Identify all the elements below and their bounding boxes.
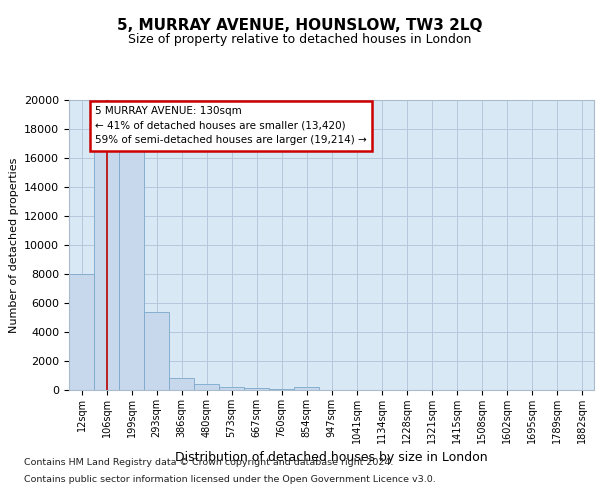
Bar xyxy=(144,312,169,390)
X-axis label: Distribution of detached houses by size in London: Distribution of detached houses by size … xyxy=(175,452,488,464)
Text: 5 MURRAY AVENUE: 130sqm
← 41% of detached houses are smaller (13,420)
59% of sem: 5 MURRAY AVENUE: 130sqm ← 41% of detache… xyxy=(95,106,367,146)
Bar xyxy=(194,384,219,390)
Bar xyxy=(69,274,94,390)
Text: Size of property relative to detached houses in London: Size of property relative to detached ho… xyxy=(128,32,472,46)
Bar xyxy=(294,387,319,390)
Bar xyxy=(244,388,269,390)
Text: 5, MURRAY AVENUE, HOUNSLOW, TW3 2LQ: 5, MURRAY AVENUE, HOUNSLOW, TW3 2LQ xyxy=(117,18,483,32)
Bar xyxy=(219,387,244,390)
Bar xyxy=(94,151,119,390)
Y-axis label: Number of detached properties: Number of detached properties xyxy=(8,158,19,332)
Bar xyxy=(119,151,144,390)
Bar xyxy=(269,388,294,390)
Bar xyxy=(169,378,194,390)
Text: Contains public sector information licensed under the Open Government Licence v3: Contains public sector information licen… xyxy=(24,474,436,484)
Text: Contains HM Land Registry data © Crown copyright and database right 2024.: Contains HM Land Registry data © Crown c… xyxy=(24,458,394,467)
